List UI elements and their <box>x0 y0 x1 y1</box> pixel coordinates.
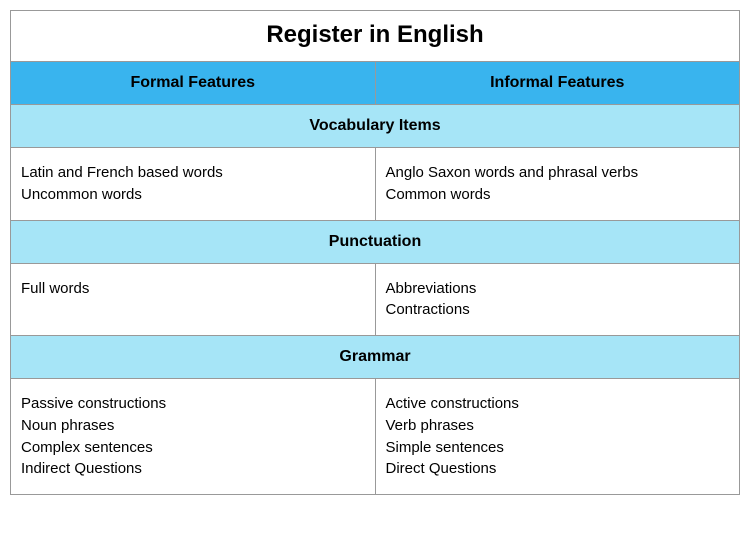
formal-cell: Latin and French based wordsUncommon wor… <box>11 148 375 220</box>
section-header: Punctuation <box>11 220 739 263</box>
section-header: Vocabulary Items <box>11 104 739 147</box>
informal-cell: AbbreviationsContractions <box>375 264 740 336</box>
content-row: Latin and French based wordsUncommon wor… <box>11 147 739 220</box>
formal-item: Complex sentences <box>21 437 365 459</box>
formal-item: Passive constructions <box>21 393 365 415</box>
formal-cell: Full words <box>11 264 375 336</box>
register-table: Register in English Formal Features Info… <box>10 10 740 495</box>
informal-cell: Anglo Saxon words and phrasal verbsCommo… <box>375 148 740 220</box>
informal-item: Simple sentences <box>386 437 730 459</box>
informal-item: Abbreviations <box>386 278 730 300</box>
section-header: Grammar <box>11 335 739 378</box>
formal-item: Uncommon words <box>21 184 365 206</box>
formal-item: Full words <box>21 278 365 300</box>
informal-item: Contractions <box>386 299 730 321</box>
formal-item: Indirect Questions <box>21 458 365 480</box>
formal-cell: Passive constructionsNoun phrasesComplex… <box>11 379 375 494</box>
content-row: Full words AbbreviationsContractions <box>11 263 739 336</box>
column-header-formal: Formal Features <box>11 61 375 104</box>
informal-item: Verb phrases <box>386 415 730 437</box>
column-header-row: Formal Features Informal Features <box>11 61 739 104</box>
informal-cell: Active constructionsVerb phrasesSimple s… <box>375 379 740 494</box>
content-row: Passive constructionsNoun phrasesComplex… <box>11 378 739 494</box>
column-header-informal: Informal Features <box>375 61 740 104</box>
formal-item: Latin and French based words <box>21 162 365 184</box>
informal-item: Common words <box>386 184 730 206</box>
informal-item: Direct Questions <box>386 458 730 480</box>
formal-item: Noun phrases <box>21 415 365 437</box>
informal-item: Active constructions <box>386 393 730 415</box>
informal-item: Anglo Saxon words and phrasal verbs <box>386 162 730 184</box>
table-title: Register in English <box>11 11 739 61</box>
